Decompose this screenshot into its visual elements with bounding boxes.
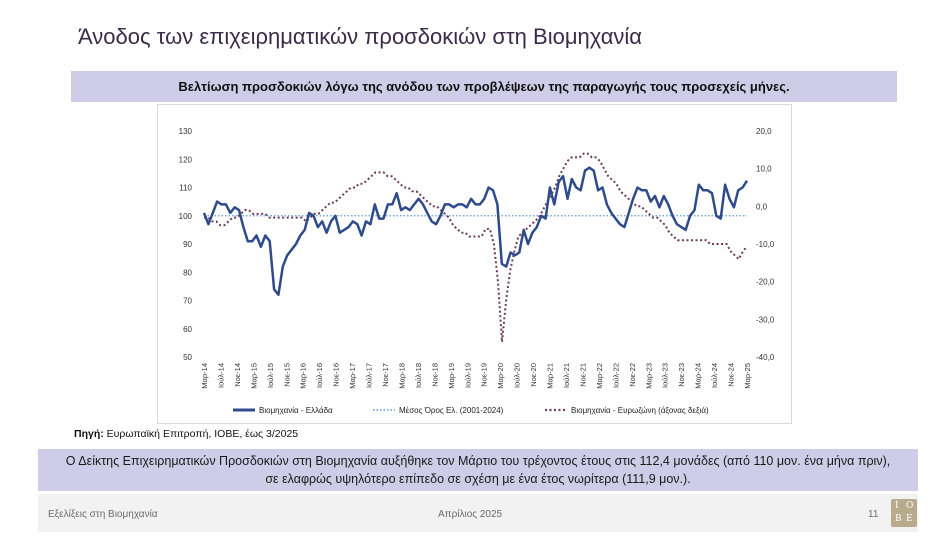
x-tick-label: Νοε-24 <box>727 363 736 387</box>
logo-letter: O <box>906 501 914 511</box>
x-tick-label: Ιούλ-19 <box>463 363 472 388</box>
x-tick-label: Ιούλ-21 <box>562 363 571 388</box>
x-tick-label: Νοε-22 <box>628 363 637 387</box>
logo-letter: B <box>895 514 902 524</box>
x-tick-label: Νοε-19 <box>480 363 489 387</box>
logo-letter: I <box>895 501 899 511</box>
legend-label-average: Μέσος Όρος Ελ. (2001-2024) <box>399 406 504 415</box>
slide-title: Άνοδος των επιχειρηματικών προσδοκιών στ… <box>78 24 643 49</box>
x-tick-label: Νοε-15 <box>282 363 291 387</box>
x-tick-label: Νοε-21 <box>578 363 587 387</box>
y-tick-label-right: 20,0 <box>756 127 772 136</box>
x-tick-label: Νοε-14 <box>233 363 242 387</box>
series-line-greece <box>202 166 749 297</box>
legend-label-eurozone: Βιομηχανία - Ευρωζώνη (άξονας δεξιά) <box>571 406 709 415</box>
y-tick-label-left: 90 <box>183 240 192 249</box>
y-tick-label-right: -10,0 <box>756 240 775 249</box>
y-tick-label-left: 130 <box>179 127 193 136</box>
x-tick-label: Νοε-18 <box>430 363 439 387</box>
y-tick-label-left: 60 <box>183 325 192 334</box>
x-tick-label: Νοε-23 <box>677 363 686 387</box>
x-tick-label: Μαρ-25 <box>743 363 752 389</box>
y-tick-label-left: 100 <box>179 212 193 221</box>
summary-box: Ο Δείκτης Επιχειρηματικών Προσδοκιών στη… <box>38 449 918 491</box>
source-label: Πηγή: <box>74 428 104 440</box>
x-tick-label: Μαρ-17 <box>348 363 357 389</box>
page-number: 11 <box>868 509 879 520</box>
x-tick-label: Νοε-16 <box>332 363 341 387</box>
legend-label-greece: Βιομηχανία - Ελλάδα <box>259 406 333 415</box>
x-tick-label: Ιούλ-16 <box>315 363 324 388</box>
y-tick-label-left: 80 <box>183 268 192 277</box>
y-tick-label-left: 70 <box>183 297 192 306</box>
y-tick-label-right: -30,0 <box>756 315 775 324</box>
x-tick-label: Ιούλ-15 <box>266 363 275 388</box>
x-tick-label: Μαρ-19 <box>447 363 456 389</box>
x-tick-label: Μαρ-20 <box>496 363 505 389</box>
x-tick-label: Μαρ-24 <box>694 363 703 389</box>
y-tick-label-left: 120 <box>179 155 193 164</box>
x-tick-label: Ιούλ-24 <box>710 363 719 388</box>
summary-text: Ο Δείκτης Επιχειρηματικών Προσδοκιών στη… <box>65 454 891 486</box>
logo-letter: E <box>906 514 913 524</box>
source-text: Ευρωπαϊκή Επιτροπή, ΙΟΒΕ, έως 3/2025 <box>103 428 299 440</box>
footer: Εξελίξεις στη Βιομηχανία Απρίλιος 2025 1… <box>38 494 918 532</box>
y-tick-label-right: -20,0 <box>756 278 775 287</box>
y-tick-label-right: 0,0 <box>756 202 768 211</box>
source-note: Πηγή: Ευρωπαϊκή Επιτροπή, ΙΟΒΕ, έως 3/20… <box>74 428 298 440</box>
x-tick-label: Ιούλ-14 <box>216 363 225 388</box>
footer-date: Απρίλιος 2025 <box>438 509 503 520</box>
x-tick-label: Μαρ-18 <box>397 363 406 389</box>
chart-panel: 130 120 110 100 90 80 70 60 50 20,0 10,0 0,0 -10,0 -2… <box>157 104 792 424</box>
footer-section-title: Εξελίξεις στη Βιομηχανία <box>48 509 158 520</box>
iobe-logo: I O B E <box>891 499 917 527</box>
x-tick-label: Νοε-20 <box>529 363 538 387</box>
x-tick-label: Νοε-17 <box>381 363 390 387</box>
x-tick-label: Ιούλ-17 <box>365 363 374 388</box>
x-tick-label: Μαρ-16 <box>299 363 308 389</box>
x-tick-label: Ιούλ-23 <box>661 363 670 388</box>
x-tick-label: Μαρ-21 <box>546 363 555 389</box>
series-line-eurozone <box>204 152 748 342</box>
x-tick-label: Μαρ-15 <box>249 363 258 389</box>
y-tick-label-right: 10,0 <box>756 165 772 174</box>
slide-subtitle: Βελτίωση προσδοκιών λόγω της ανόδου των … <box>71 71 897 102</box>
x-tick-label: Μαρ-14 <box>200 363 209 389</box>
x-tick-label: Μαρ-22 <box>595 363 604 389</box>
line-chart: 130 120 110 100 90 80 70 60 50 20,0 10,0 0,0 -10,0 -2… <box>179 127 775 415</box>
x-tick-label: Ιούλ-22 <box>611 363 620 388</box>
y-tick-label-left: 50 <box>183 353 192 362</box>
x-tick-label: Ιούλ-20 <box>513 363 522 388</box>
x-tick-label: Ιούλ-18 <box>414 363 423 388</box>
y-tick-label-right: -40,0 <box>756 353 775 362</box>
x-tick-label: Μαρ-23 <box>644 363 653 389</box>
y-tick-label-left: 110 <box>179 184 192 193</box>
